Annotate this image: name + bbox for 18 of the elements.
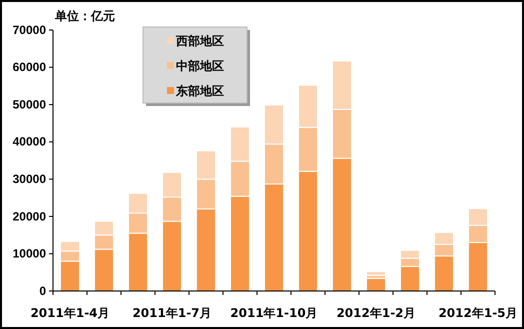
y-tick-label: 70000: [12, 22, 46, 37]
x-tick-label: 2012年1-5月: [438, 306, 518, 320]
x-tick-label: 2011年1-10月: [230, 306, 318, 320]
legend-label: 西部地区: [175, 34, 224, 48]
legend-label: 中部地区: [176, 59, 224, 73]
y-tick-label: 40000: [12, 134, 46, 149]
y-tick-label: 30000: [12, 172, 46, 186]
y-tick-label: 0: [39, 284, 46, 298]
y-tick-label: 10000: [12, 246, 46, 261]
y-tick-label: 50000: [12, 97, 46, 112]
x-tick-label: 2012年1-2月: [336, 306, 416, 320]
x-tick-label: 2011年1-7月: [132, 306, 212, 320]
y-axis-title: 单位：亿元: [54, 9, 115, 23]
y-tick-label: 20000: [12, 209, 46, 224]
x-tick-label: 2011年1-4月: [30, 306, 110, 320]
bar: [366, 271, 386, 276]
y-tick-label: 60000: [12, 60, 46, 74]
legend-label: 东部地区: [175, 84, 224, 98]
